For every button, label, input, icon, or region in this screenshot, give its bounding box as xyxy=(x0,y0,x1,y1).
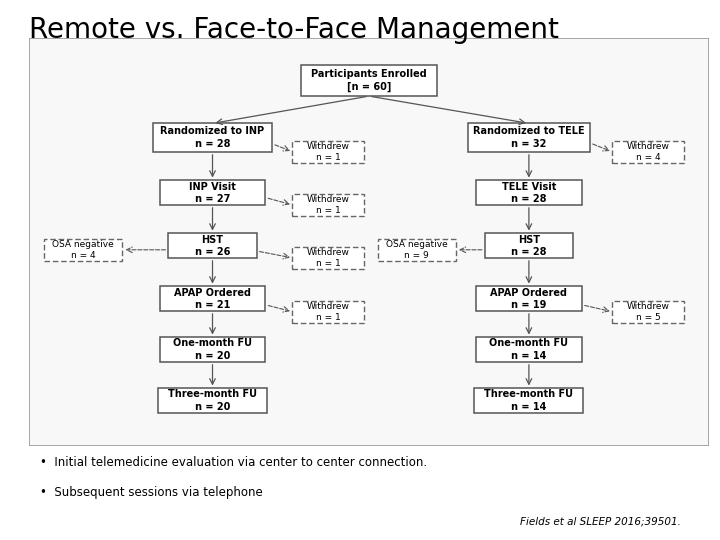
FancyBboxPatch shape xyxy=(476,338,582,362)
FancyBboxPatch shape xyxy=(160,180,265,205)
FancyBboxPatch shape xyxy=(612,301,684,323)
Text: INP Visit
n = 27: INP Visit n = 27 xyxy=(189,181,236,204)
FancyBboxPatch shape xyxy=(44,239,122,261)
Text: Three-month FU
n = 14: Three-month FU n = 14 xyxy=(485,389,573,412)
FancyBboxPatch shape xyxy=(292,141,364,163)
FancyBboxPatch shape xyxy=(292,247,364,269)
FancyBboxPatch shape xyxy=(160,287,265,311)
Text: Randomized to INP
n = 28: Randomized to INP n = 28 xyxy=(161,126,264,149)
Text: HST
n = 28: HST n = 28 xyxy=(511,234,546,257)
FancyBboxPatch shape xyxy=(292,194,364,216)
Text: Withdrew
n = 1: Withdrew n = 1 xyxy=(307,302,350,322)
FancyBboxPatch shape xyxy=(168,233,257,258)
Text: Withdrew
n = 1: Withdrew n = 1 xyxy=(307,195,350,215)
Text: APAP Ordered
n = 21: APAP Ordered n = 21 xyxy=(174,287,251,310)
Text: Withdrew
n = 1: Withdrew n = 1 xyxy=(307,142,350,162)
FancyBboxPatch shape xyxy=(468,124,590,152)
Text: OSA negative
n = 4: OSA negative n = 4 xyxy=(53,240,114,260)
FancyBboxPatch shape xyxy=(612,141,684,163)
Text: Remote vs. Face-to-Face Management: Remote vs. Face-to-Face Management xyxy=(29,16,559,44)
Text: HST
n = 26: HST n = 26 xyxy=(195,234,230,257)
Text: Fields et al SLEEP 2016;39501.: Fields et al SLEEP 2016;39501. xyxy=(520,516,680,526)
Text: Participants Enrolled
[n = 60]: Participants Enrolled [n = 60] xyxy=(311,69,427,92)
Text: TELE Visit
n = 28: TELE Visit n = 28 xyxy=(502,181,556,204)
FancyBboxPatch shape xyxy=(476,180,582,205)
Text: Randomized to TELE
n = 32: Randomized to TELE n = 32 xyxy=(473,126,585,149)
Text: OSA negative
n = 9: OSA negative n = 9 xyxy=(386,240,448,260)
FancyBboxPatch shape xyxy=(485,233,573,258)
FancyBboxPatch shape xyxy=(377,239,456,261)
Text: Withdrew
n = 4: Withdrew n = 4 xyxy=(626,142,670,162)
Text: Withdrew
n = 1: Withdrew n = 1 xyxy=(307,248,350,268)
Text: •  Subsequent sessions via telephone: • Subsequent sessions via telephone xyxy=(40,486,262,499)
FancyBboxPatch shape xyxy=(474,388,583,413)
Text: APAP Ordered
n = 19: APAP Ordered n = 19 xyxy=(490,287,567,310)
FancyBboxPatch shape xyxy=(29,38,709,445)
Text: Withdrew
n = 5: Withdrew n = 5 xyxy=(626,302,670,322)
Text: One-month FU
n = 14: One-month FU n = 14 xyxy=(490,339,568,361)
FancyBboxPatch shape xyxy=(301,65,437,96)
FancyBboxPatch shape xyxy=(292,301,364,323)
FancyBboxPatch shape xyxy=(158,388,267,413)
FancyBboxPatch shape xyxy=(160,338,265,362)
Text: One-month FU
n = 20: One-month FU n = 20 xyxy=(173,339,252,361)
Text: Three-month FU
n = 20: Three-month FU n = 20 xyxy=(168,389,257,412)
FancyBboxPatch shape xyxy=(153,124,272,152)
Text: •  Initial telemedicine evaluation via center to center connection.: • Initial telemedicine evaluation via ce… xyxy=(40,456,427,469)
FancyBboxPatch shape xyxy=(476,287,582,311)
